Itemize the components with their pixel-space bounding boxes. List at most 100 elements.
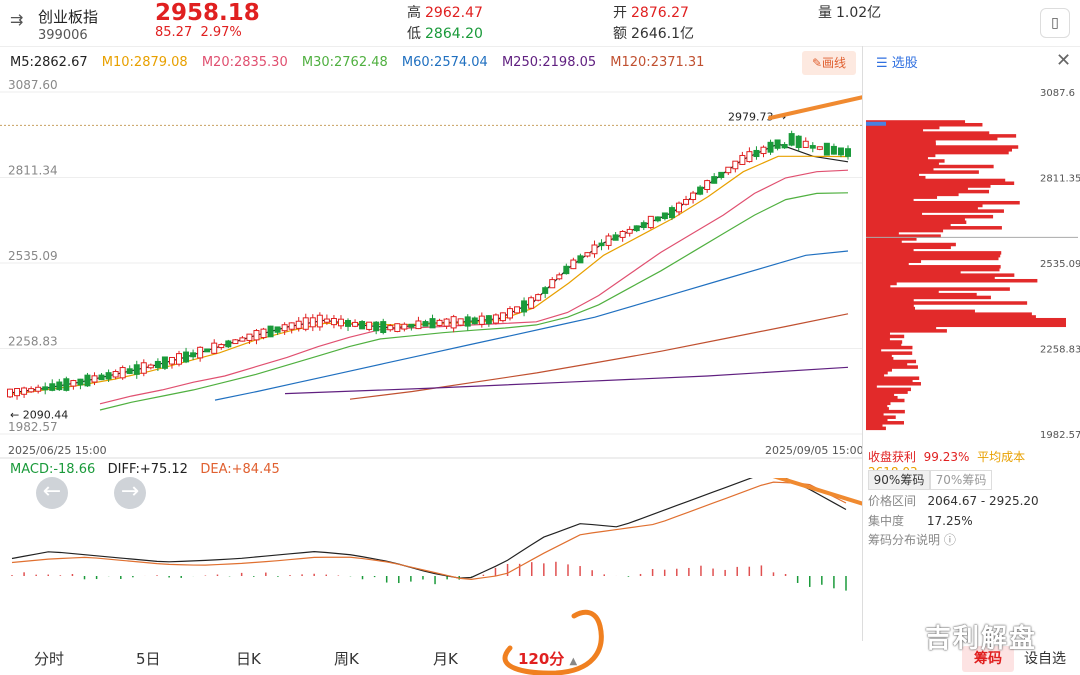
candle-body <box>697 186 704 195</box>
candle-body <box>183 351 190 363</box>
candle-body <box>823 142 830 156</box>
candle-body <box>380 321 387 334</box>
chip-bar <box>866 284 891 289</box>
y-axis-label: 2535.09 <box>8 249 58 263</box>
scroll-left-icon[interactable]: ← <box>36 477 68 509</box>
chip-button[interactable]: 筹码 <box>962 646 1014 672</box>
low-annotation: ← 2090.44 <box>10 409 68 422</box>
candle-body <box>218 344 225 349</box>
candle-body <box>288 322 295 330</box>
chip-bar <box>866 184 991 188</box>
high-label: 高 <box>407 5 421 21</box>
ma-line-m60 <box>214 250 849 401</box>
chip-bar <box>866 278 1038 283</box>
ma20-label: M20:2835.30 <box>201 55 288 70</box>
chip-bar <box>866 306 916 311</box>
chip-bar <box>866 159 945 163</box>
concentration-value: 17.25% <box>926 514 973 528</box>
candle-body <box>816 146 823 150</box>
chip-bar <box>866 320 1066 325</box>
tab-5day[interactable]: 5日 <box>136 650 161 668</box>
tab-70-chip[interactable]: 70%筹码 <box>930 470 992 490</box>
candle-body <box>316 314 323 328</box>
chip-bar <box>866 248 914 252</box>
candle-body <box>528 297 535 309</box>
chip-bar <box>866 345 913 350</box>
chip-bar <box>866 337 890 341</box>
tab-day-k[interactable]: 日K <box>236 650 261 668</box>
select-stock-label: 选股 <box>891 56 918 71</box>
chip-y-label: 1982.57 <box>1040 430 1080 441</box>
candle-body <box>457 318 464 326</box>
ma-line-m250 <box>284 366 849 395</box>
candle-body <box>147 364 154 369</box>
candle-body <box>295 320 302 329</box>
last-price: 2958.18 <box>155 0 260 26</box>
candle-body <box>640 222 647 229</box>
ma250-label: M250:2198.05 <box>501 55 597 70</box>
candle-body <box>133 364 140 375</box>
candle-body <box>14 387 21 397</box>
candle-body <box>563 265 570 275</box>
candle-body <box>35 386 42 392</box>
ma-legend: M5:2862.67 M10:2879.08 M20:2835.30 M30:2… <box>10 55 714 70</box>
chip-bar <box>866 368 892 372</box>
chip-explain-link[interactable]: 筹码分布说明 ⓘ <box>868 533 956 547</box>
tab-week-k[interactable]: 周K <box>334 650 359 668</box>
candle-body <box>21 387 28 395</box>
candle-body <box>56 381 63 391</box>
end-date-label: 2025/09/05 15:00 <box>765 444 862 457</box>
avg-cost-label: 平均成本 <box>977 450 1026 464</box>
chip-bar <box>866 379 913 383</box>
kline-chart[interactable]: 3087.60 2811.34 2535.09 2258.83 1982.57 2979.… <box>0 80 862 460</box>
phone-icon[interactable]: ▯ <box>1040 8 1070 38</box>
chip-bar <box>866 384 877 389</box>
list-toggle-icon[interactable]: ⇉ <box>10 10 24 29</box>
open-value: 2876.27 <box>631 5 689 21</box>
chip-bar <box>866 362 908 367</box>
chip-bar <box>866 228 944 233</box>
candle-body <box>774 139 781 149</box>
close-icon[interactable]: ✕ <box>1056 50 1072 71</box>
chip-bar <box>866 323 1066 328</box>
chip-bar <box>866 304 914 308</box>
candle-body <box>190 352 197 358</box>
add-watchlist-button[interactable]: 设自选 <box>1024 651 1066 667</box>
chip-bar <box>866 234 941 238</box>
chip-bar <box>866 270 961 275</box>
candle-body <box>837 147 844 156</box>
candle-body <box>711 176 718 184</box>
macd-legend: MACD:-18.66 DIFF:+75.12 DEA:+84.45 <box>10 462 280 477</box>
candle-body <box>619 230 626 238</box>
draw-line-button[interactable]: ✎画线 <box>802 51 856 75</box>
chip-bar <box>866 376 920 380</box>
chip-bar <box>866 256 999 261</box>
candle-body <box>63 378 70 391</box>
chip-bar <box>866 195 938 199</box>
profit-label: 收盘获利 <box>868 450 917 464</box>
chip-bar <box>866 214 994 219</box>
chip-bar <box>866 348 882 353</box>
candle-body <box>781 144 788 149</box>
chip-bar <box>866 223 951 227</box>
candle-body <box>704 180 711 190</box>
chip-bar <box>866 276 995 280</box>
tab-fenshi[interactable]: 分时 <box>34 650 65 668</box>
tab-90-chip[interactable]: 90%筹码 <box>868 470 930 490</box>
chip-distribution: 3087.6 2811.35 2535.09 2258.83 1982.57 <box>866 88 1080 441</box>
chip-bar <box>866 334 905 339</box>
tab-month-k[interactable]: 月K <box>433 650 458 668</box>
candle-body <box>84 374 91 387</box>
candle-body <box>647 215 654 229</box>
chip-bar <box>866 281 897 286</box>
candle-body <box>605 235 612 246</box>
chip-bar <box>866 164 994 169</box>
y-axis-label: 1982.57 <box>8 420 58 434</box>
candle-body <box>98 374 105 381</box>
chip-bar <box>866 198 914 202</box>
chip-bar <box>866 175 926 180</box>
select-stock-button[interactable]: ☰ 选股 <box>876 52 918 71</box>
tab-120min[interactable]: 120分 ▲ <box>518 648 577 669</box>
scroll-right-icon[interactable]: → <box>114 477 146 509</box>
concentration-row: 集中度 17.25% <box>868 512 973 529</box>
